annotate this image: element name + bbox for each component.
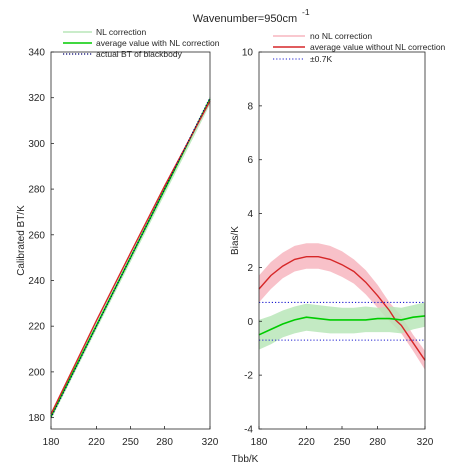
left-without-nl-line	[50, 100, 211, 415]
left-x-tick-label: 220	[88, 437, 105, 448]
x-axis-label: Tbb/K	[232, 454, 259, 464]
right-y-tick-label: 2	[247, 263, 253, 274]
left-legend-label: actual BT of blackbody	[96, 49, 183, 59]
left-x-tick-label: 250	[122, 437, 139, 448]
right-y-tick-label: 10	[242, 48, 254, 59]
left-y-tick-label: 180	[28, 413, 45, 424]
left-legend-label: NL correction	[96, 27, 147, 37]
right-y-tick-label: 0	[247, 317, 253, 328]
right-legend-label: ±0.7K	[310, 54, 332, 64]
right-nl-band	[259, 302, 425, 350]
right-y-tick-label: 4	[247, 209, 253, 220]
left-y-tick-label: 340	[28, 48, 45, 59]
left-x-tick-label: 180	[43, 437, 60, 448]
left-x-tick-label: 280	[156, 437, 173, 448]
figure-title-superscript: -1	[302, 7, 310, 17]
right-x-tick-label: 220	[298, 437, 315, 448]
left-legend-label: average value with NL correction	[96, 38, 220, 48]
left-y-tick-label: 220	[28, 322, 45, 333]
right-y-tick-label: 8	[247, 101, 253, 112]
left-y-tick-label: 300	[28, 139, 45, 150]
right-y-tick-label: -2	[244, 371, 253, 382]
left-actual-bt-line	[50, 97, 211, 418]
left-x-tick-label: 320	[202, 437, 219, 448]
right-legend-label: no NL correction	[310, 31, 372, 41]
right-x-tick-label: 280	[369, 437, 386, 448]
right-y-tick-label: -4	[244, 425, 253, 436]
right-with-nl-line	[258, 315, 426, 336]
right-y-axis-label: Bias/K	[230, 226, 241, 255]
left-y-tick-label: 200	[28, 367, 45, 378]
left-y-axis-label: Calibrated BT/K	[16, 205, 27, 276]
right-y-tick-label: 6	[247, 155, 253, 166]
right-x-tick-label: 320	[417, 437, 434, 448]
left-y-tick-label: 260	[28, 230, 45, 241]
right-axes-box	[258, 51, 426, 430]
right-legend-label: average value without NL correction	[310, 42, 446, 52]
left-y-tick-label: 280	[28, 185, 45, 196]
right-without-nl-line	[258, 256, 426, 361]
right-x-tick-label: 180	[251, 437, 268, 448]
right-x-tick-label: 250	[334, 437, 351, 448]
left-y-tick-label: 320	[28, 93, 45, 104]
right-no-nl-band	[259, 243, 425, 370]
left-y-tick-label: 240	[28, 276, 45, 287]
figure-title: Wavenumber=950cm	[193, 13, 297, 25]
